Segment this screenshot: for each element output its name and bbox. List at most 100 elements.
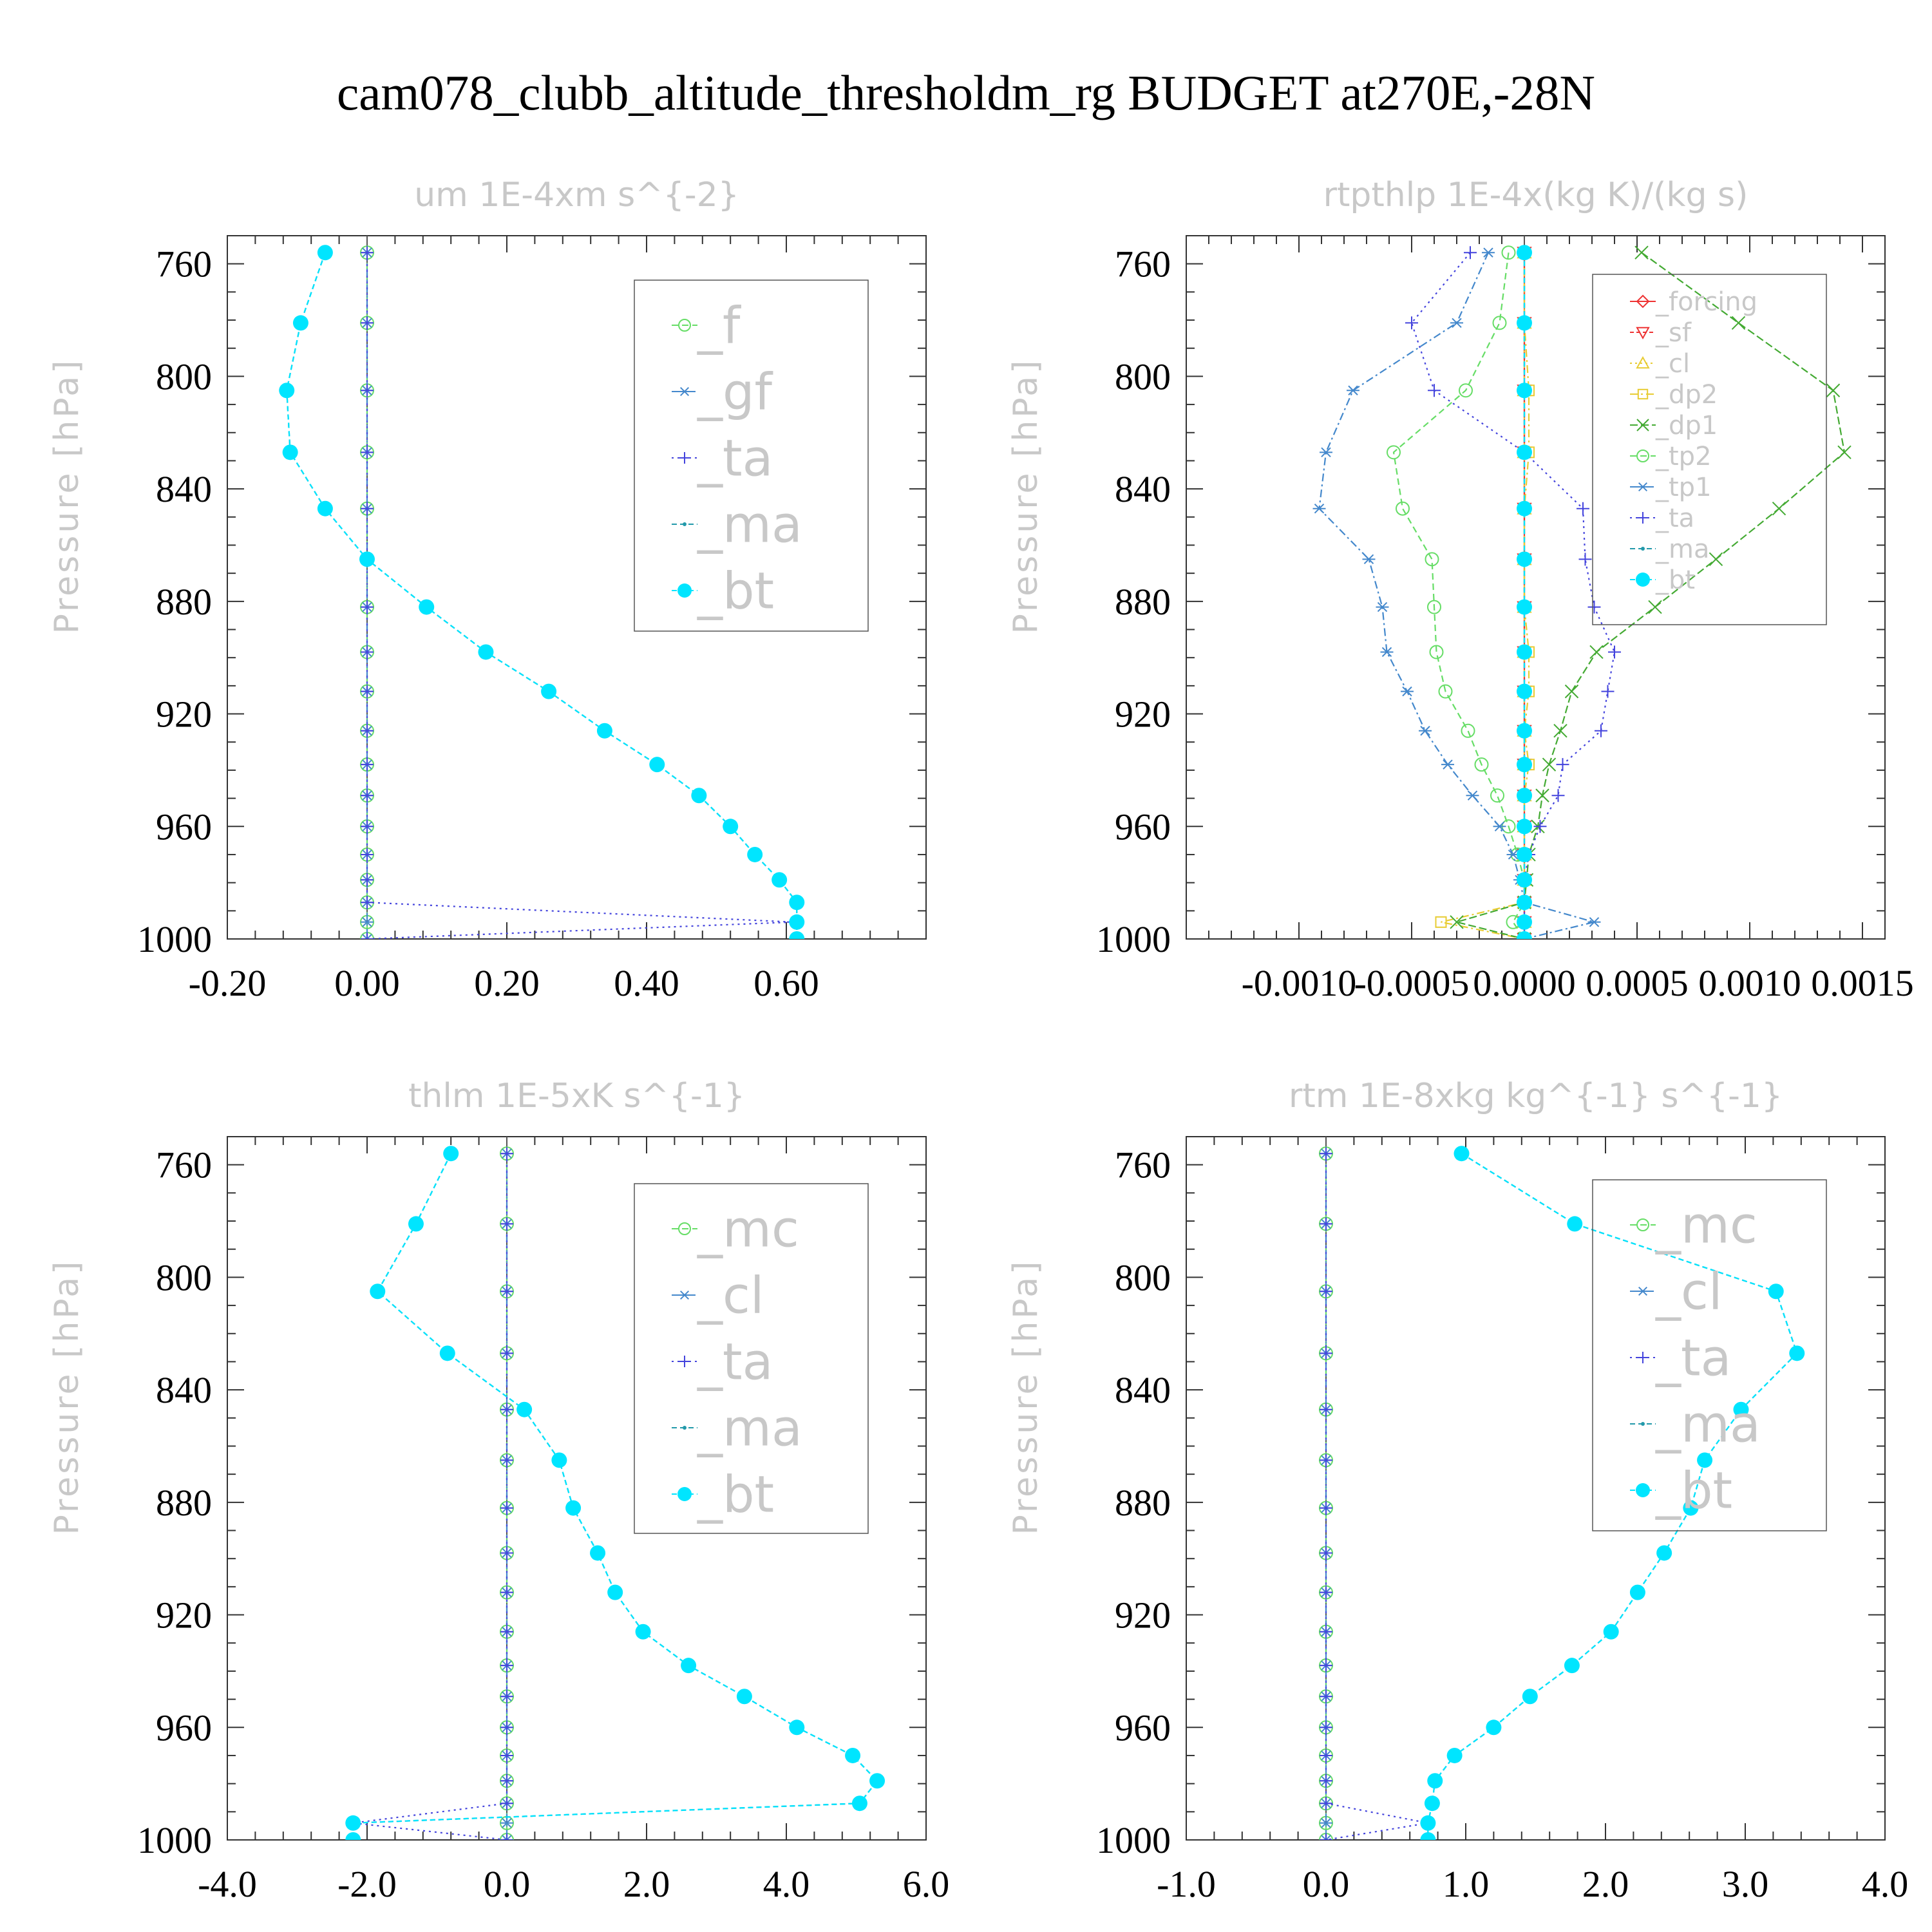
legend-item: _dp2 — [1630, 380, 1718, 410]
data-point — [345, 1815, 361, 1831]
data-point — [1486, 1719, 1502, 1736]
data-point — [500, 1797, 513, 1810]
data-point — [1420, 1832, 1436, 1840]
data-point — [361, 848, 374, 861]
legend-item: _ta — [672, 430, 773, 488]
data-point — [1517, 931, 1532, 939]
data-point — [500, 1147, 513, 1160]
data-point — [361, 502, 374, 515]
axis-ticks — [227, 235, 927, 940]
data-point — [1320, 1721, 1332, 1734]
y-axis-label: Pressure [hPa] — [1007, 358, 1045, 634]
data-point — [1320, 1454, 1332, 1467]
data-point — [1320, 447, 1332, 458]
data-point — [1595, 724, 1607, 737]
data-point — [361, 384, 374, 397]
legend-label: _dp1 — [1655, 411, 1718, 440]
legend-marker — [683, 1426, 687, 1430]
series-bt — [1517, 245, 1532, 939]
axis-ticks — [1186, 235, 1886, 940]
legend: _f _gf _ta _ma _bt — [634, 279, 869, 632]
panel-title: um 1E-4xm s^{-2} — [414, 176, 739, 214]
panels: um 1E-4xm s^{-2} Pressure [hPa] 760 800 840 8… — [48, 176, 1914, 1905]
data-point — [1427, 600, 1441, 614]
data-point — [443, 1146, 459, 1162]
legend-item: _bt — [1630, 1462, 1732, 1520]
data-point — [1629, 1584, 1645, 1600]
data-point — [1517, 846, 1532, 862]
data-point — [1517, 914, 1532, 930]
y-tick-label: 960 — [1115, 806, 1171, 848]
x-tick-label: 3.0 — [1722, 1863, 1769, 1905]
x-tick-label: -4.0 — [198, 1863, 257, 1905]
series-group — [1312, 245, 1852, 939]
legend-marker — [1637, 482, 1649, 492]
data-point — [1733, 1401, 1749, 1417]
legend-marker — [678, 1222, 691, 1235]
y-tick-label: 880 — [156, 1482, 212, 1524]
data-point — [500, 1501, 513, 1515]
legend-item: _mc — [1630, 1197, 1757, 1255]
series-line — [1454, 252, 1846, 939]
data-point — [292, 315, 308, 331]
data-point — [747, 846, 763, 862]
data-point — [551, 1452, 567, 1468]
data-point — [1551, 789, 1565, 802]
y-tick-label: 800 — [156, 355, 212, 397]
legend-item: _tp1 — [1630, 473, 1712, 502]
data-point — [1564, 1658, 1580, 1674]
y-tick-label: 880 — [1115, 581, 1171, 623]
data-point — [1493, 821, 1506, 831]
data-point — [1320, 1403, 1332, 1416]
x-tick-label: 0.0015 — [1811, 962, 1914, 1004]
data-point — [1362, 554, 1376, 565]
data-point — [1320, 1797, 1332, 1810]
x-tick-label: 2.0 — [623, 1863, 670, 1905]
y-tick-label: 840 — [156, 1369, 212, 1411]
data-point — [1459, 383, 1473, 398]
data-point — [317, 500, 333, 516]
legend-marker — [677, 1487, 692, 1501]
x-tick-label: 0.0000 — [1473, 962, 1576, 1004]
data-point — [500, 1285, 513, 1298]
data-point — [1556, 758, 1569, 772]
data-point — [1656, 1545, 1672, 1561]
data-point — [1420, 1815, 1436, 1831]
data-point — [1320, 1347, 1332, 1360]
y-axis-label: Pressure [hPa] — [1007, 1259, 1045, 1535]
panel-3: thlm 1E-5xK s^{-1} Pressure [hPa] 760 800 84… — [48, 1077, 949, 1905]
legend-label: _sf — [1655, 318, 1692, 348]
series-line — [1325, 1153, 1428, 1840]
panel-1: um 1E-4xm s^{-2} Pressure [hPa] 760 800 840 8… — [48, 176, 927, 1004]
data-point — [1312, 503, 1326, 514]
data-point — [1517, 315, 1532, 331]
data-point — [361, 724, 374, 737]
data-point — [1517, 683, 1532, 699]
data-point — [681, 1658, 697, 1674]
data-point — [370, 1283, 386, 1300]
legend-marker — [1636, 1483, 1650, 1497]
data-point — [317, 245, 333, 261]
data-point — [789, 1719, 805, 1736]
data-point — [1380, 647, 1394, 658]
legend-marker — [1636, 450, 1649, 462]
y-tick-label: 920 — [156, 694, 212, 735]
y-tick-label: 760 — [1115, 1144, 1171, 1186]
plot-frame — [1186, 1136, 1886, 1841]
data-point — [1401, 686, 1414, 697]
data-point — [789, 895, 805, 911]
legend-marker — [679, 452, 690, 464]
data-point — [1517, 872, 1532, 888]
data-point — [1490, 788, 1504, 803]
data-point — [1577, 502, 1589, 515]
y-tick-label: 1000 — [1096, 1819, 1171, 1861]
data-point — [1419, 726, 1432, 736]
data-point — [851, 1795, 867, 1812]
data-point — [1320, 1748, 1332, 1762]
legend-marker — [1637, 512, 1649, 524]
data-point — [1648, 600, 1662, 614]
y-tick-label: 840 — [1115, 468, 1171, 510]
data-point — [1564, 684, 1579, 699]
data-point — [1464, 246, 1477, 260]
data-point — [1320, 1586, 1332, 1599]
